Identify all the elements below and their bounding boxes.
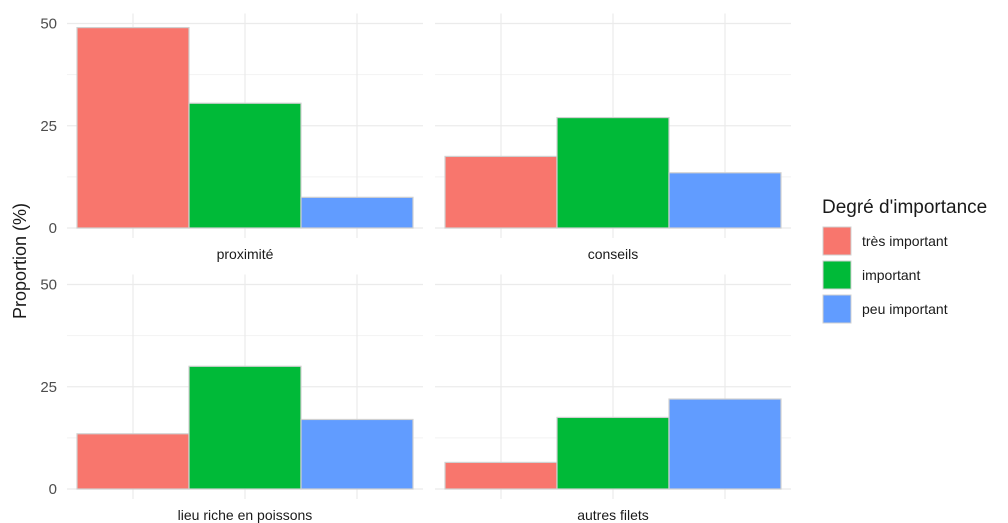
bar-très-important bbox=[76, 433, 190, 490]
legend-label: très important bbox=[862, 233, 948, 249]
facet-panels: proximité 0 25 50 conseils lieu riche en pois… bbox=[40, 13, 791, 523]
bar-peu-important bbox=[300, 418, 414, 490]
facet-panel: conseils bbox=[435, 13, 791, 262]
facet-label: lieu riche en poissons bbox=[178, 507, 313, 523]
facet-label: autres filets bbox=[577, 507, 649, 523]
bar-important bbox=[556, 116, 670, 229]
bar-très-important bbox=[76, 26, 190, 229]
bar-très-important bbox=[444, 155, 558, 229]
bar-important bbox=[188, 365, 302, 490]
facet-panel: lieu riche en poissons 0 25 50 bbox=[40, 274, 423, 523]
bar-très-important bbox=[444, 461, 558, 490]
legend-key bbox=[822, 294, 852, 324]
legend-label: important bbox=[862, 267, 920, 283]
y-tick-label: 25 bbox=[40, 118, 57, 135]
facet-label: proximité bbox=[217, 246, 274, 262]
bar-peu-important bbox=[300, 196, 414, 229]
legend-key bbox=[822, 260, 852, 290]
facet-panel: autres filets bbox=[435, 274, 791, 523]
y-tick-label: 0 bbox=[49, 481, 57, 498]
legend-title: Degré d'importance bbox=[822, 197, 987, 218]
facet-label: conseils bbox=[588, 246, 639, 262]
bar-peu-important bbox=[668, 398, 782, 490]
y-axis-label: Proportion (%) bbox=[10, 203, 30, 319]
y-tick-label: 50 bbox=[40, 277, 57, 294]
bar-peu-important bbox=[668, 172, 782, 229]
y-tick-label: 0 bbox=[49, 220, 57, 237]
legend-label: peu important bbox=[862, 301, 948, 317]
facet-panel: proximité 0 25 50 bbox=[40, 13, 423, 262]
y-tick-label: 50 bbox=[40, 16, 57, 33]
legend-key bbox=[822, 226, 852, 256]
bar-important bbox=[556, 416, 670, 490]
legend: Degré d'importance très important importa… bbox=[822, 197, 987, 324]
y-tick-label: 25 bbox=[40, 379, 57, 396]
bar-important bbox=[188, 102, 302, 229]
